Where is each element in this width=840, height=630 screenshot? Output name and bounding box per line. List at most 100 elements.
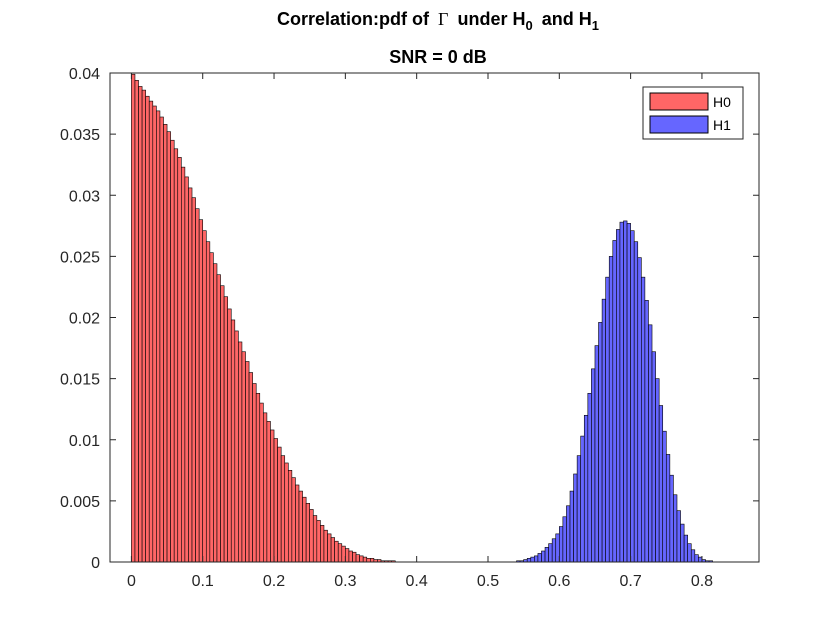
histogram-bar-h1 [573,473,578,563]
chart-subtitle: SNR = 0 dB [389,47,487,67]
ticks-layer [110,72,759,563]
histogram-bar-h0 [191,197,196,563]
histogram-bar-h0 [341,545,346,563]
histogram-bar-h0 [252,383,257,563]
legend-label-h1: H1 [713,117,731,133]
histogram-bar-h0 [202,230,207,563]
histogram-bar-h1 [608,256,614,563]
histogram-bar-h0 [266,421,271,563]
histogram-bar-h0 [220,285,225,563]
histogram-bar-h1 [587,392,592,563]
x-tick-label: 0.4 [406,573,428,590]
y-tick-label: 0.005 [60,494,100,511]
histogram-bar-h1 [526,558,532,563]
histogram-bar-h1 [559,526,564,563]
histogram-bar-h0 [355,554,360,563]
histogram-bar-h0 [334,540,339,563]
histogram-bar-h0 [241,351,246,563]
histogram-bar-h0 [156,110,161,563]
histogram-bar-h1 [548,543,553,563]
histogram-bar-h1 [530,556,535,563]
histogram-bar-h0 [227,308,232,563]
histogram-bar-h0 [216,274,221,563]
legend-swatch-h1 [649,115,709,134]
y-tick-label: 0.03 [69,188,100,205]
title-gamma-symbol: Γ [438,9,448,29]
title-prefix: Correlation:pdf of [277,9,430,29]
histogram-bar-h0 [337,543,343,563]
histogram-bar-h0 [205,241,211,563]
histogram-bar-h1 [687,543,692,563]
histogram-bar-h0 [277,446,282,563]
histogram-bar-h0 [280,455,286,563]
histogram-bar-h1 [669,474,674,563]
histogram-bar-h1 [569,490,574,563]
histogram-bar-h1 [673,494,678,563]
histogram-bar-h1 [612,240,617,563]
histogram-bar-h1 [594,345,599,563]
y-tick-label: 0 [91,555,100,572]
histogram-bar-h0 [302,496,307,563]
x-tick-label: 0.1 [192,573,214,590]
histogram-bar-h1 [576,455,582,563]
histogram-bar-h0 [284,462,289,563]
histogram-bar-h0 [305,503,310,563]
histogram-bar-h0 [330,537,335,563]
histogram-bar-h1 [676,510,681,563]
histogram-bar-h1 [651,351,656,563]
histogram-bar-h0 [245,361,250,563]
histogram-bar-h0 [287,470,293,563]
histogram-bar-h0 [166,131,171,563]
histogram-bar-h1 [562,516,567,563]
histogram-bar-h0 [248,372,253,563]
histogram-bar-h0 [327,533,332,563]
histogram-bar-h1 [655,378,660,563]
histogram-bar-h0 [316,520,321,563]
histogram-bar-h0 [152,105,157,563]
histogram-bar-h0 [263,412,268,563]
histogram-bar-h0 [309,509,314,563]
histogram-bar-h0 [255,392,261,563]
y-tick-label: 0.01 [69,433,100,450]
title-subscript-0: 0 [525,18,532,33]
histogram-bar-h0 [312,515,318,563]
y-tick-label: 0.04 [69,66,100,83]
title-subscript-1: 1 [592,18,599,33]
histogram-bar-h0 [198,219,204,563]
histogram-bar-h1 [641,276,646,563]
histogram-bar-h1 [623,220,628,563]
legend-swatch-h0 [649,92,709,111]
histogram-bar-h1 [619,221,624,563]
histogram-bar-h0 [145,95,150,563]
histogram-bar-h0 [173,148,179,563]
x-tick-labels: 0 0.1 0.2 0.3 0.4 0.5 0.6 0.7 0.8 [127,573,713,590]
histogram-bar-h1 [601,298,606,563]
histogram-bar-h0 [131,73,136,563]
histogram-bar-h1 [598,322,603,563]
x-tick-label: 0.7 [620,573,642,590]
histogram-bar-h0 [195,208,200,563]
x-tick-label: 0.8 [691,573,713,590]
y-tick-label: 0.025 [60,249,100,266]
histogram-bar-h0 [295,484,300,563]
histogram-bar-h0 [138,86,143,563]
chart-title: Correlation:pdf of Γ under H0 and H1 [277,9,599,34]
histogram-bar-h0 [345,548,350,563]
histogram-bar-h0 [209,252,214,563]
histogram-bar-h0 [213,263,218,563]
histogram-bar-h0 [291,477,296,563]
histogram-bar-h1 [541,550,546,563]
histogram-bar-h0 [134,80,139,563]
histogram-bar-h1 [551,538,557,563]
histogram-bar-h0 [148,100,154,563]
x-tick-label: 0.2 [263,573,285,590]
histogram-bar-h1 [630,230,635,563]
histogram-bar-h1 [555,533,560,563]
histogram-bar-h1 [626,223,631,563]
x-tick-label: 0.6 [548,573,570,590]
histogram-bar-h1 [580,435,585,563]
histogram-bar-h0 [177,157,182,563]
histogram-bar-h0 [170,139,175,563]
y-tick-label: 0.035 [60,127,100,144]
histogram-bar-h1 [698,556,703,563]
